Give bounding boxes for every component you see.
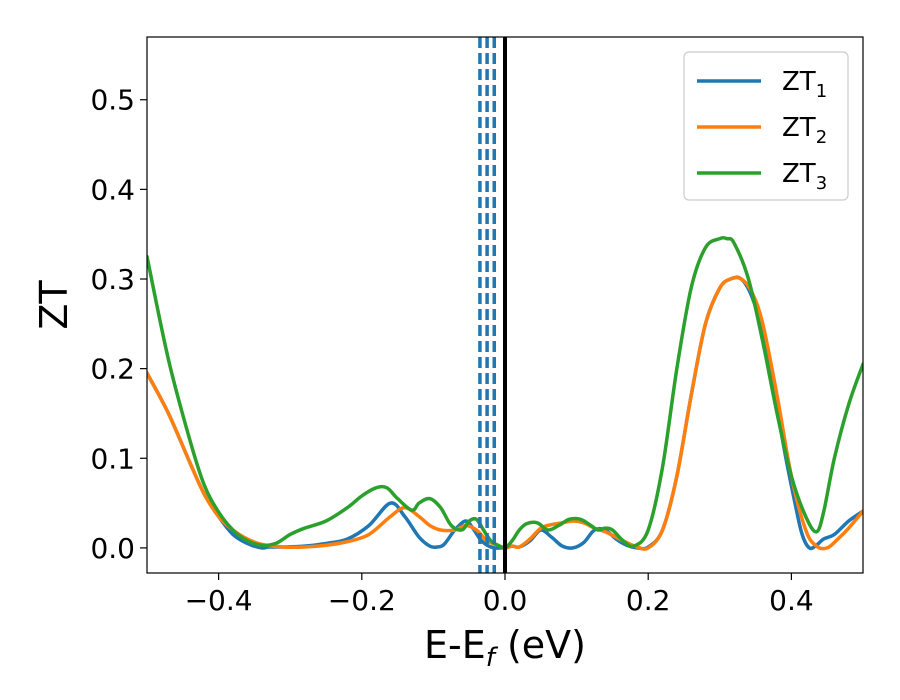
legend-label-zt3: ZT3 [782,159,827,194]
x-axis-title-unit: (eV) [495,623,586,667]
y-tick-label: 0.1 [90,442,135,475]
x-axis-title: E-Ef (eV) [424,623,586,673]
x-tick-label: −0.2 [328,584,396,617]
plot-area [147,37,863,573]
x-tick-label: 0.0 [483,584,528,617]
x-axis-title-main: E-E [424,623,486,667]
series-line-zt3 [147,236,863,550]
x-tick-label: 0.2 [626,584,671,617]
y-tick-label: 0.2 [90,353,135,386]
axes: −0.4 −0.2 0.0 0.2 0.4 0.0 0.1 0.2 0.3 0.4 0.5 [90,84,813,617]
legend: ZT1 ZT2 ZT3 [683,51,849,201]
legend-label-zt2: ZT2 [782,113,827,148]
x-tick-label: −0.4 [185,584,253,617]
legend-label-zt1: ZT1 [782,67,827,102]
legend-box [683,51,849,201]
y-tick-label: 0.4 [90,173,135,206]
y-tick-label: 0.5 [90,84,135,117]
y-tick-label: 0.0 [90,532,135,565]
x-tick-label: 0.4 [769,584,814,617]
y-tick-label: 0.3 [90,263,135,296]
y-axis-title: ZT [32,280,76,330]
